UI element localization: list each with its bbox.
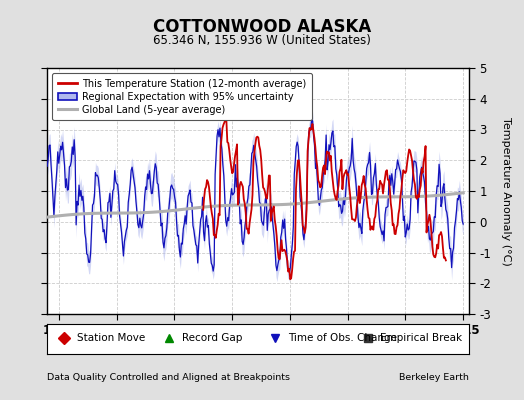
Text: Station Move: Station Move xyxy=(77,334,145,343)
Text: Empirical Break: Empirical Break xyxy=(380,334,463,343)
Text: Record Gap: Record Gap xyxy=(182,334,243,343)
Text: Data Quality Controlled and Aligned at Breakpoints: Data Quality Controlled and Aligned at B… xyxy=(47,373,290,382)
Text: Berkeley Earth: Berkeley Earth xyxy=(399,373,469,382)
Text: 65.346 N, 155.936 W (United States): 65.346 N, 155.936 W (United States) xyxy=(153,34,371,47)
Legend: This Temperature Station (12-month average), Regional Expectation with 95% uncer: This Temperature Station (12-month avera… xyxy=(52,73,312,120)
Text: COTTONWOOD ALASKA: COTTONWOOD ALASKA xyxy=(153,18,371,36)
Text: Time of Obs. Change: Time of Obs. Change xyxy=(288,334,397,343)
Y-axis label: Temperature Anomaly (°C): Temperature Anomaly (°C) xyxy=(501,117,511,265)
